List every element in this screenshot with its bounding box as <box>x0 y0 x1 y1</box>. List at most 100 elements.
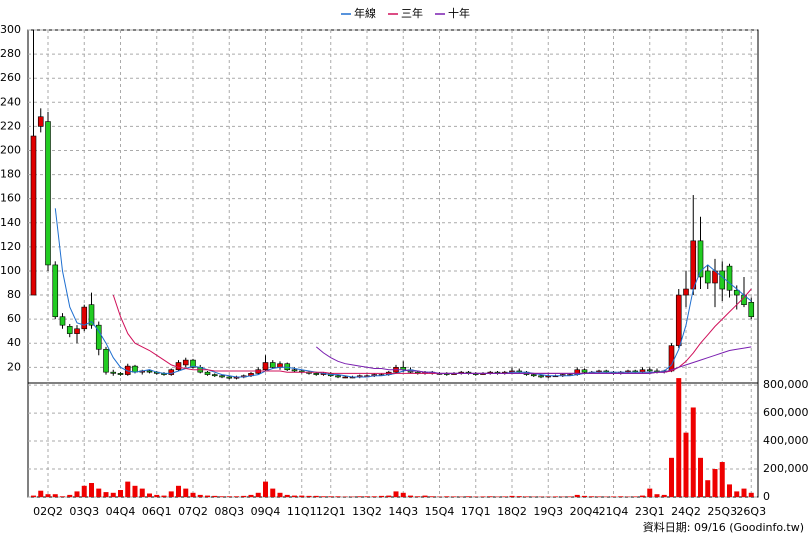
candle-body <box>668 345 675 372</box>
candle-body <box>277 363 283 368</box>
ma-line <box>54 208 752 378</box>
volume-bar <box>487 496 493 497</box>
volume-bar <box>393 491 399 497</box>
volume-bar <box>154 494 160 497</box>
x-tick-label: 04Q4 <box>106 505 136 518</box>
x-tick-label: 06Q1 <box>142 505 172 518</box>
volume-bar <box>719 462 725 497</box>
volume-bar <box>306 495 312 497</box>
candle-body <box>748 301 755 318</box>
candle-body <box>269 362 276 368</box>
volume-bar <box>524 496 529 497</box>
candle-body <box>530 374 537 377</box>
volume-bar <box>741 488 747 497</box>
volume-bar <box>197 494 203 497</box>
candle-body <box>146 370 153 373</box>
volume-bar <box>313 495 319 497</box>
candle-body <box>284 363 291 371</box>
volume-bar <box>67 494 73 497</box>
candle-body <box>30 135 37 296</box>
candle-body <box>581 369 588 373</box>
volume-bar <box>386 495 392 497</box>
candle-body <box>175 362 182 371</box>
y-tick-label: 100 <box>0 264 21 277</box>
volume-bar <box>176 485 181 497</box>
x-tick-label: 03Q3 <box>69 505 99 518</box>
volume-bar <box>183 488 189 497</box>
volume-bar <box>118 490 123 497</box>
volume-bar <box>669 457 674 497</box>
volume-bar <box>357 496 363 497</box>
x-tick-label: 20Q4 <box>570 505 600 518</box>
volume-bar <box>748 492 754 497</box>
volume-bar <box>212 495 218 497</box>
volume-bar <box>371 496 377 497</box>
candle-body <box>719 270 726 290</box>
volume-bar <box>364 496 370 497</box>
y-tick-label: 80 <box>7 288 21 301</box>
candle-body <box>110 371 117 374</box>
y-tick-label: 260 <box>0 71 21 84</box>
volume-bar <box>567 496 573 497</box>
volume-bar <box>219 496 225 497</box>
volume-bar <box>582 495 587 497</box>
volume-bar <box>690 407 696 497</box>
volume-bar <box>422 495 428 497</box>
volume-bar <box>705 480 711 497</box>
volume-bar <box>205 495 210 497</box>
volume-bar <box>451 496 457 497</box>
candle-body <box>81 306 88 330</box>
x-tick-label: 21Q4 <box>599 505 629 518</box>
y-tick-label: 140 <box>0 216 21 229</box>
x-tick-label: 25Q3 <box>707 505 737 518</box>
candle-body <box>132 365 138 373</box>
y-tick-label: 220 <box>0 119 21 132</box>
volume-bar <box>190 492 196 497</box>
volume-bar <box>553 496 558 497</box>
x-tick-label: 23Q1 <box>635 505 665 518</box>
candle-body <box>733 289 740 296</box>
x-tick-label: 26Q3 <box>736 505 766 518</box>
candle-body <box>59 316 66 326</box>
volume-bar <box>379 495 384 497</box>
x-tick-label: 09Q4 <box>251 505 281 518</box>
candle-body <box>204 371 211 375</box>
volume-bar <box>161 495 167 497</box>
y2-tick-label: 400,000 <box>763 434 808 447</box>
candle-body <box>697 240 704 278</box>
y2-tick-label: 200,000 <box>763 462 808 475</box>
x-tick-label: 13Q2 <box>352 505 382 518</box>
volume-bar <box>480 496 486 497</box>
volume-bar <box>31 495 36 497</box>
volume-bar <box>640 495 645 497</box>
volume-bar <box>683 432 689 497</box>
volume-bar <box>45 494 51 497</box>
candle-body <box>37 116 44 127</box>
y-tick-label: 60 <box>7 312 21 325</box>
volume-bar <box>248 494 254 497</box>
volume-bar <box>611 496 616 497</box>
x-tick-label: 11Q1 <box>287 505 317 518</box>
price-panel <box>27 29 759 384</box>
volume-bar <box>444 496 450 497</box>
volume-bar <box>96 488 102 497</box>
candle-body <box>103 348 109 373</box>
candle-body <box>74 328 80 334</box>
y-tick-label: 120 <box>0 240 21 253</box>
volume-bar <box>698 457 703 497</box>
x-tick-label: 24Q2 <box>671 505 701 518</box>
candle-body <box>646 369 653 372</box>
footnote: 資料日期: 09/16 (Goodinfo.tw) <box>643 520 804 534</box>
y-tick-label: 40 <box>7 336 21 349</box>
candle-body <box>538 375 544 378</box>
x-tick-label: 12Q1 <box>316 505 346 518</box>
candle-body <box>675 294 682 346</box>
x-tick-label: 15Q4 <box>425 505 455 518</box>
candle-body <box>219 375 225 378</box>
volume-bar <box>734 491 740 497</box>
x-tick-label: 14Q3 <box>388 505 418 518</box>
volume-bar <box>89 483 94 497</box>
y-tick-label: 240 <box>0 95 21 108</box>
volume-bar <box>509 495 515 497</box>
